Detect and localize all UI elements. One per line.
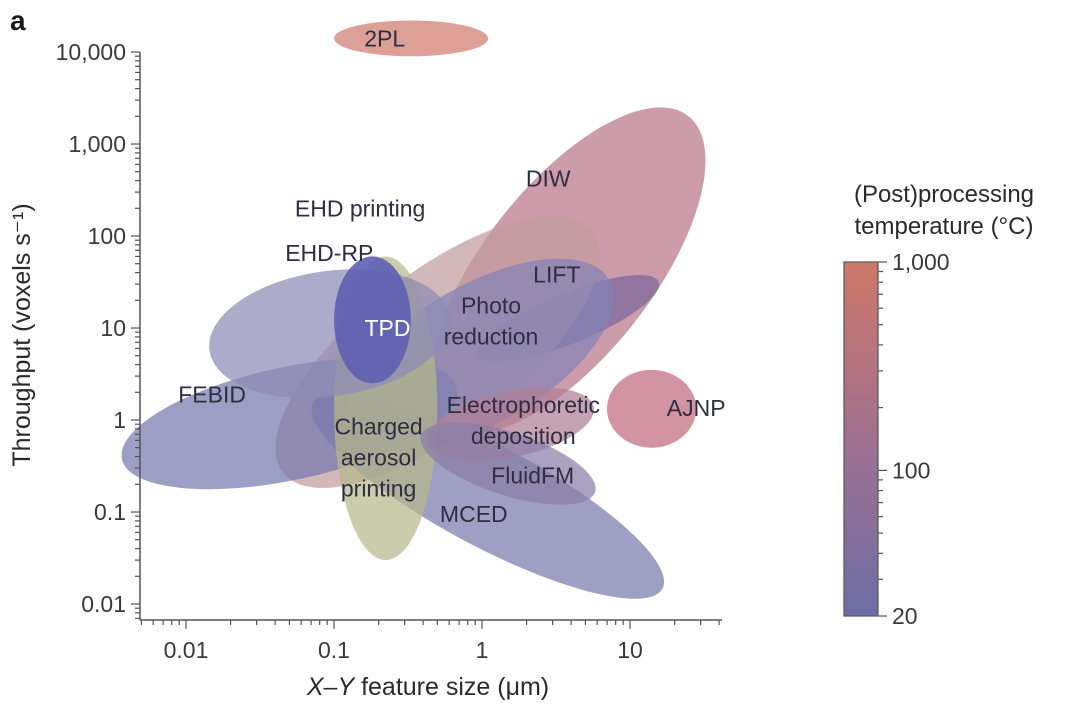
region-label-line: DIW: [526, 166, 571, 192]
y-tick-label: 10: [100, 315, 126, 341]
region-2pl: [334, 20, 489, 57]
region-label-diw: DIW: [526, 166, 571, 192]
region-label-line: AJNP: [667, 395, 726, 421]
x-axis-label-rest: feature size (μm): [354, 673, 549, 701]
region-label-line: LIFT: [533, 262, 580, 288]
x-axis-label: X–Y feature size (μm): [306, 673, 549, 701]
region-label-line: EHD printing: [295, 195, 425, 221]
region-label-line: printing: [341, 476, 416, 502]
region-labels-layer: 2PL DIW LIFT AJNP EHD printing EHD-RP TPD Photo…: [178, 26, 725, 527]
region-label-ehd-rp: EHD-RP: [285, 240, 373, 266]
region-label-line: FluidFM: [491, 462, 574, 488]
x-tick-label: 1: [476, 637, 489, 663]
region-fluidfm: [420, 422, 596, 505]
region-label-line: aerosol: [341, 445, 416, 471]
colorbar-title-line: temperature (°C): [855, 213, 1034, 240]
axes-layer: 0.01 0.1 1 10 100 1,000 10,000 0.01 0.1 1 10: [56, 39, 722, 663]
region-label-line: 2PL: [364, 26, 405, 52]
y-tick-label: 1,000: [68, 131, 126, 157]
region-tpd: [334, 256, 411, 384]
x-tick-label: 10: [617, 637, 643, 663]
region-label-ajnp: AJNP: [667, 395, 726, 421]
panel-letter: a: [10, 5, 26, 36]
region-label-ehd-printing: EHD printing: [295, 195, 425, 221]
y-axis-label: Throughput (voxels s⁻¹): [8, 203, 36, 466]
region-label-charged-aerosol-printing: Charged aerosol printing: [334, 414, 422, 502]
region-label-line: EHD-RP: [285, 240, 373, 266]
region-label-tpd: TPD: [365, 315, 411, 341]
colorbar: (Post)processing temperature (°C) 1,000 100…: [843, 181, 1034, 629]
y-tick-label: 10,000: [56, 39, 126, 65]
region-label-photo-reduction: Photo reduction: [444, 293, 539, 350]
region-label-mced: MCED: [440, 501, 508, 527]
region-label-line: Photo: [461, 293, 521, 319]
region-label-line: Charged: [334, 414, 422, 440]
regions-layer: [121, 20, 706, 599]
colorbar-title-line: (Post)processing: [854, 181, 1034, 208]
region-ajnp: [607, 369, 697, 448]
region-label-line: TPD: [365, 315, 411, 341]
x-tick-label: 0.01: [164, 637, 209, 663]
colorbar-tick-label: 100: [892, 457, 930, 483]
x-tick-label: 0.1: [318, 637, 350, 663]
region-label-febid: FEBID: [178, 381, 246, 407]
x-axis-label-italic: X–Y: [306, 673, 357, 701]
region-label-electrophoretic-deposition: Electrophoretic deposition: [447, 392, 600, 449]
y-tick-label: 0.01: [81, 591, 126, 617]
region-label-fluidfm: FluidFM: [491, 462, 574, 488]
region-label-line: FEBID: [178, 381, 246, 407]
colorbar-gradient: [843, 261, 879, 617]
region-label-line: MCED: [440, 501, 508, 527]
y-tick-label: 1: [113, 407, 126, 433]
region-label-line: reduction: [444, 324, 539, 350]
region-label-2pl: 2PL: [364, 26, 405, 52]
colorbar-tick-label: 1,000: [892, 249, 950, 275]
region-label-line: deposition: [471, 423, 576, 449]
region-label-line: Electrophoretic: [447, 392, 600, 418]
region-label-lift: LIFT: [533, 262, 580, 288]
y-tick-label: 0.1: [94, 499, 126, 525]
y-tick-label: 100: [88, 223, 126, 249]
colorbar-tick-label: 20: [892, 603, 918, 629]
